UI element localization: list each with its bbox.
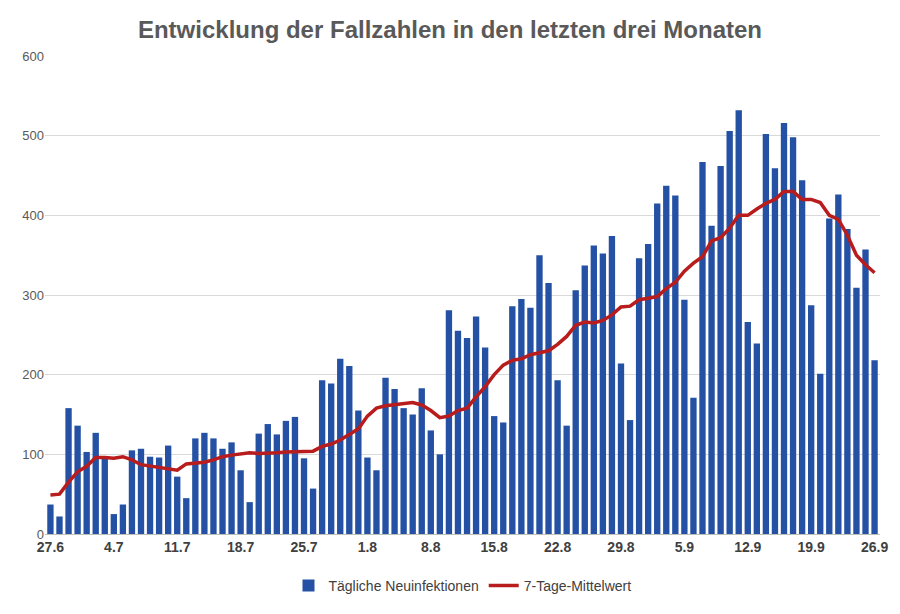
svg-text:1.8: 1.8 (358, 539, 378, 555)
svg-text:Tägliche Neuinfektionen: Tägliche Neuinfektionen (329, 578, 479, 594)
svg-text:11.7: 11.7 (164, 539, 191, 555)
svg-text:29.8: 29.8 (607, 539, 634, 555)
svg-text:500: 500 (22, 128, 44, 143)
svg-text:26.9: 26.9 (861, 539, 888, 555)
svg-text:27.6: 27.6 (37, 539, 64, 555)
svg-text:200: 200 (22, 367, 44, 382)
svg-text:Entwicklung der Fallzahlen in: Entwicklung der Fallzahlen in den letzte… (138, 16, 762, 43)
svg-text:7-Tage-Mittelwert: 7-Tage-Mittelwert (524, 578, 631, 594)
svg-text:15.8: 15.8 (481, 539, 508, 555)
svg-text:400: 400 (22, 208, 44, 223)
svg-text:22.8: 22.8 (544, 539, 571, 555)
svg-text:0: 0 (37, 527, 44, 542)
svg-text:8.8: 8.8 (421, 539, 441, 555)
svg-text:5.9: 5.9 (675, 539, 695, 555)
svg-text:4.7: 4.7 (104, 539, 124, 555)
svg-text:12.9: 12.9 (734, 539, 761, 555)
svg-text:19.9: 19.9 (798, 539, 825, 555)
svg-text:18.7: 18.7 (227, 539, 254, 555)
svg-text:300: 300 (22, 288, 44, 303)
svg-text:25.7: 25.7 (290, 539, 317, 555)
svg-text:600: 600 (22, 49, 44, 64)
svg-text:100: 100 (22, 447, 44, 462)
